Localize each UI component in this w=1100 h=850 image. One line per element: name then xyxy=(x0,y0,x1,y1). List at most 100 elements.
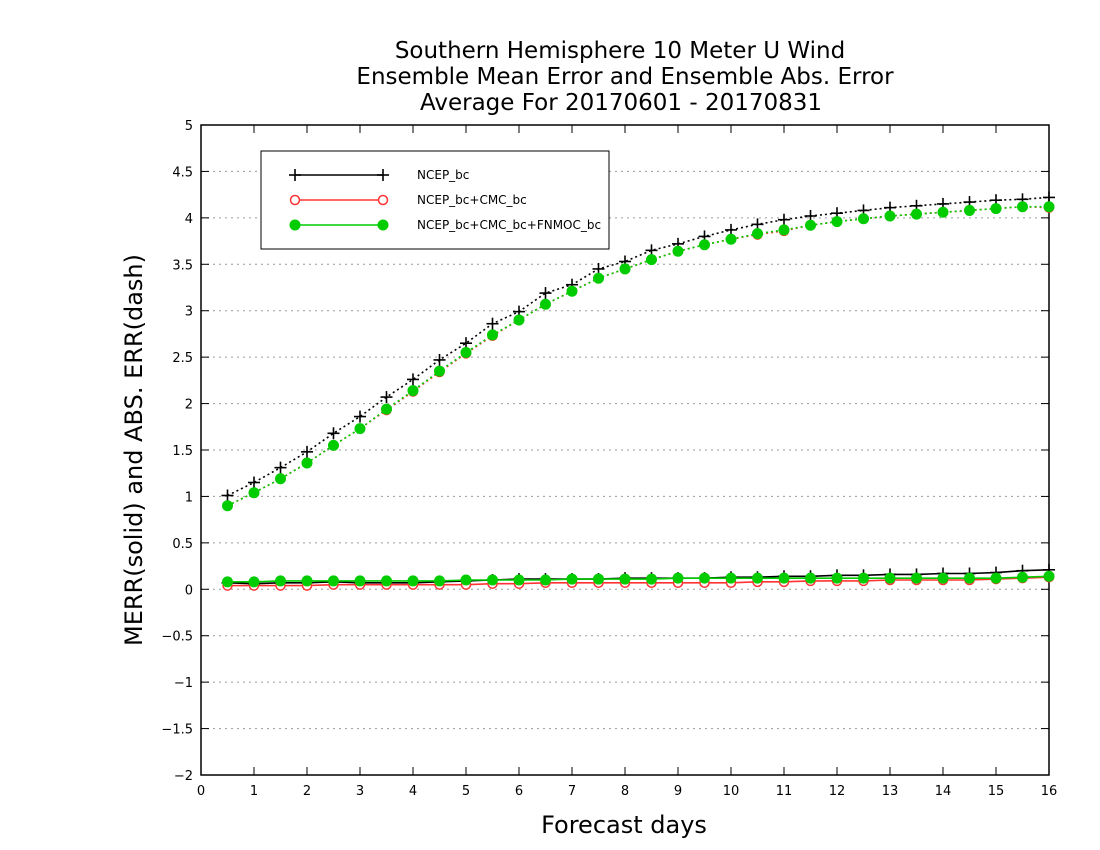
data-point xyxy=(377,194,389,206)
data-point xyxy=(248,487,260,499)
y-tick-label: −2 xyxy=(174,769,193,784)
data-point xyxy=(407,385,419,397)
data-point xyxy=(354,423,366,435)
data-point xyxy=(540,574,551,586)
x-tick-label: 11 xyxy=(776,784,793,799)
data-point xyxy=(407,575,419,587)
data-point xyxy=(646,573,657,585)
grid xyxy=(201,170,1049,730)
x-tick-label: 12 xyxy=(829,784,846,799)
data-point xyxy=(407,373,419,386)
legend-item: NCEP_bc+CMC_bc+FNMOC_bc xyxy=(289,218,601,232)
x-tick-label: 4 xyxy=(409,784,417,799)
x-tick-label: 10 xyxy=(723,784,740,799)
x-tick-label: 9 xyxy=(674,784,682,799)
data-point xyxy=(646,254,657,266)
data-point xyxy=(222,576,233,588)
series xyxy=(222,201,1055,588)
data-point xyxy=(434,575,445,587)
data-point xyxy=(1017,201,1028,213)
data-point xyxy=(778,224,790,236)
y-tick-label: 3.5 xyxy=(172,258,193,273)
y-tick-label: 4 xyxy=(185,212,193,227)
data-point xyxy=(937,206,949,218)
x-tick-label: 0 xyxy=(197,784,205,799)
data-point xyxy=(460,574,472,586)
data-point xyxy=(289,219,301,231)
data-point xyxy=(805,572,816,584)
x-tick-label: 8 xyxy=(621,784,629,799)
data-point xyxy=(301,575,313,587)
data-point xyxy=(248,476,260,489)
y-tick-label: −0.5 xyxy=(161,630,193,645)
y-axis: 5 4.5 4 3.5 3 2.5 2 1.5 1 0.5 0 −0.5 −1 −1.5 −2 xyxy=(161,119,1049,784)
data-point xyxy=(221,489,234,502)
data-point xyxy=(460,347,472,358)
data-point xyxy=(752,572,763,584)
y-tick-label: −1.5 xyxy=(161,723,193,738)
data-point xyxy=(619,263,631,275)
data-point xyxy=(434,365,445,377)
x-tick-label: 6 xyxy=(515,784,523,799)
data-point xyxy=(1043,201,1055,213)
data-point xyxy=(275,473,286,485)
data-point xyxy=(327,427,340,440)
data-point xyxy=(672,572,684,584)
data-point xyxy=(778,213,790,226)
title-line-2: Ensemble Mean Error and Ensemble Abs. Er… xyxy=(356,64,894,90)
data-point xyxy=(328,575,339,587)
data-point xyxy=(301,445,313,458)
data-point xyxy=(831,572,843,584)
data-point xyxy=(566,573,578,585)
data-point xyxy=(752,228,763,240)
data-point xyxy=(805,219,816,231)
y-tick-label: 3 xyxy=(185,305,193,320)
data-point xyxy=(381,403,392,415)
legend-item: NCEP_bc xyxy=(289,168,469,182)
data-point xyxy=(248,576,260,588)
data-point xyxy=(884,572,896,584)
data-point xyxy=(301,457,313,469)
legend: NCEP_bc NCEP_bc+CMC_bc NCEP_bc+CMC_bc+FNMO… xyxy=(260,150,610,250)
x-tick-label: 1 xyxy=(250,784,258,799)
x-axis: 0 1 2 3 4 5 6 7 8 9 10 11 12 13 14 15 16 xyxy=(197,125,1057,799)
data-point xyxy=(699,572,710,584)
legend-label: NCEP_bc+CMC_bc+FNMOC_bc xyxy=(417,218,601,232)
y-axis-label: MERR(solid) and ABS. ERR(dash) xyxy=(120,254,148,646)
x-tick-label: 16 xyxy=(1041,784,1058,799)
data-point xyxy=(593,272,604,284)
y-tick-label: 2.5 xyxy=(172,351,193,366)
data-point xyxy=(1017,571,1028,583)
data-point xyxy=(487,329,498,341)
x-axis-label: Forecast days xyxy=(541,811,707,839)
series xyxy=(221,191,1055,590)
chart-title: Southern Hemisphere 10 Meter U Wind Ense… xyxy=(356,38,894,116)
data-point xyxy=(911,208,922,220)
y-tick-label: 1.5 xyxy=(172,444,193,459)
y-tick-label: 2 xyxy=(185,398,193,413)
x-tick-label: 2 xyxy=(303,784,311,799)
series-line-abs-err xyxy=(227,205,1050,507)
data-point xyxy=(858,213,869,225)
series-layer xyxy=(221,191,1055,591)
series-line-abs-err xyxy=(227,205,1049,507)
data-point xyxy=(380,391,393,404)
data-point xyxy=(222,500,233,512)
data-point xyxy=(725,572,737,584)
y-tick-label: 0 xyxy=(185,583,193,598)
data-point xyxy=(884,210,896,222)
legend-item: NCEP_bc+CMC_bc xyxy=(289,193,527,207)
data-point xyxy=(354,575,366,587)
data-point xyxy=(699,239,710,251)
data-point xyxy=(539,287,552,300)
x-tick-label: 7 xyxy=(568,784,576,799)
data-point xyxy=(858,572,869,584)
data-point xyxy=(964,204,975,216)
data-point xyxy=(354,410,366,423)
data-point xyxy=(964,572,975,584)
y-tick-label: 5 xyxy=(185,119,193,134)
x-tick-label: 15 xyxy=(988,784,1005,799)
title-line-3: Average For 20170601 - 20170831 xyxy=(420,90,822,116)
y-tick-label: 0.5 xyxy=(172,537,193,552)
